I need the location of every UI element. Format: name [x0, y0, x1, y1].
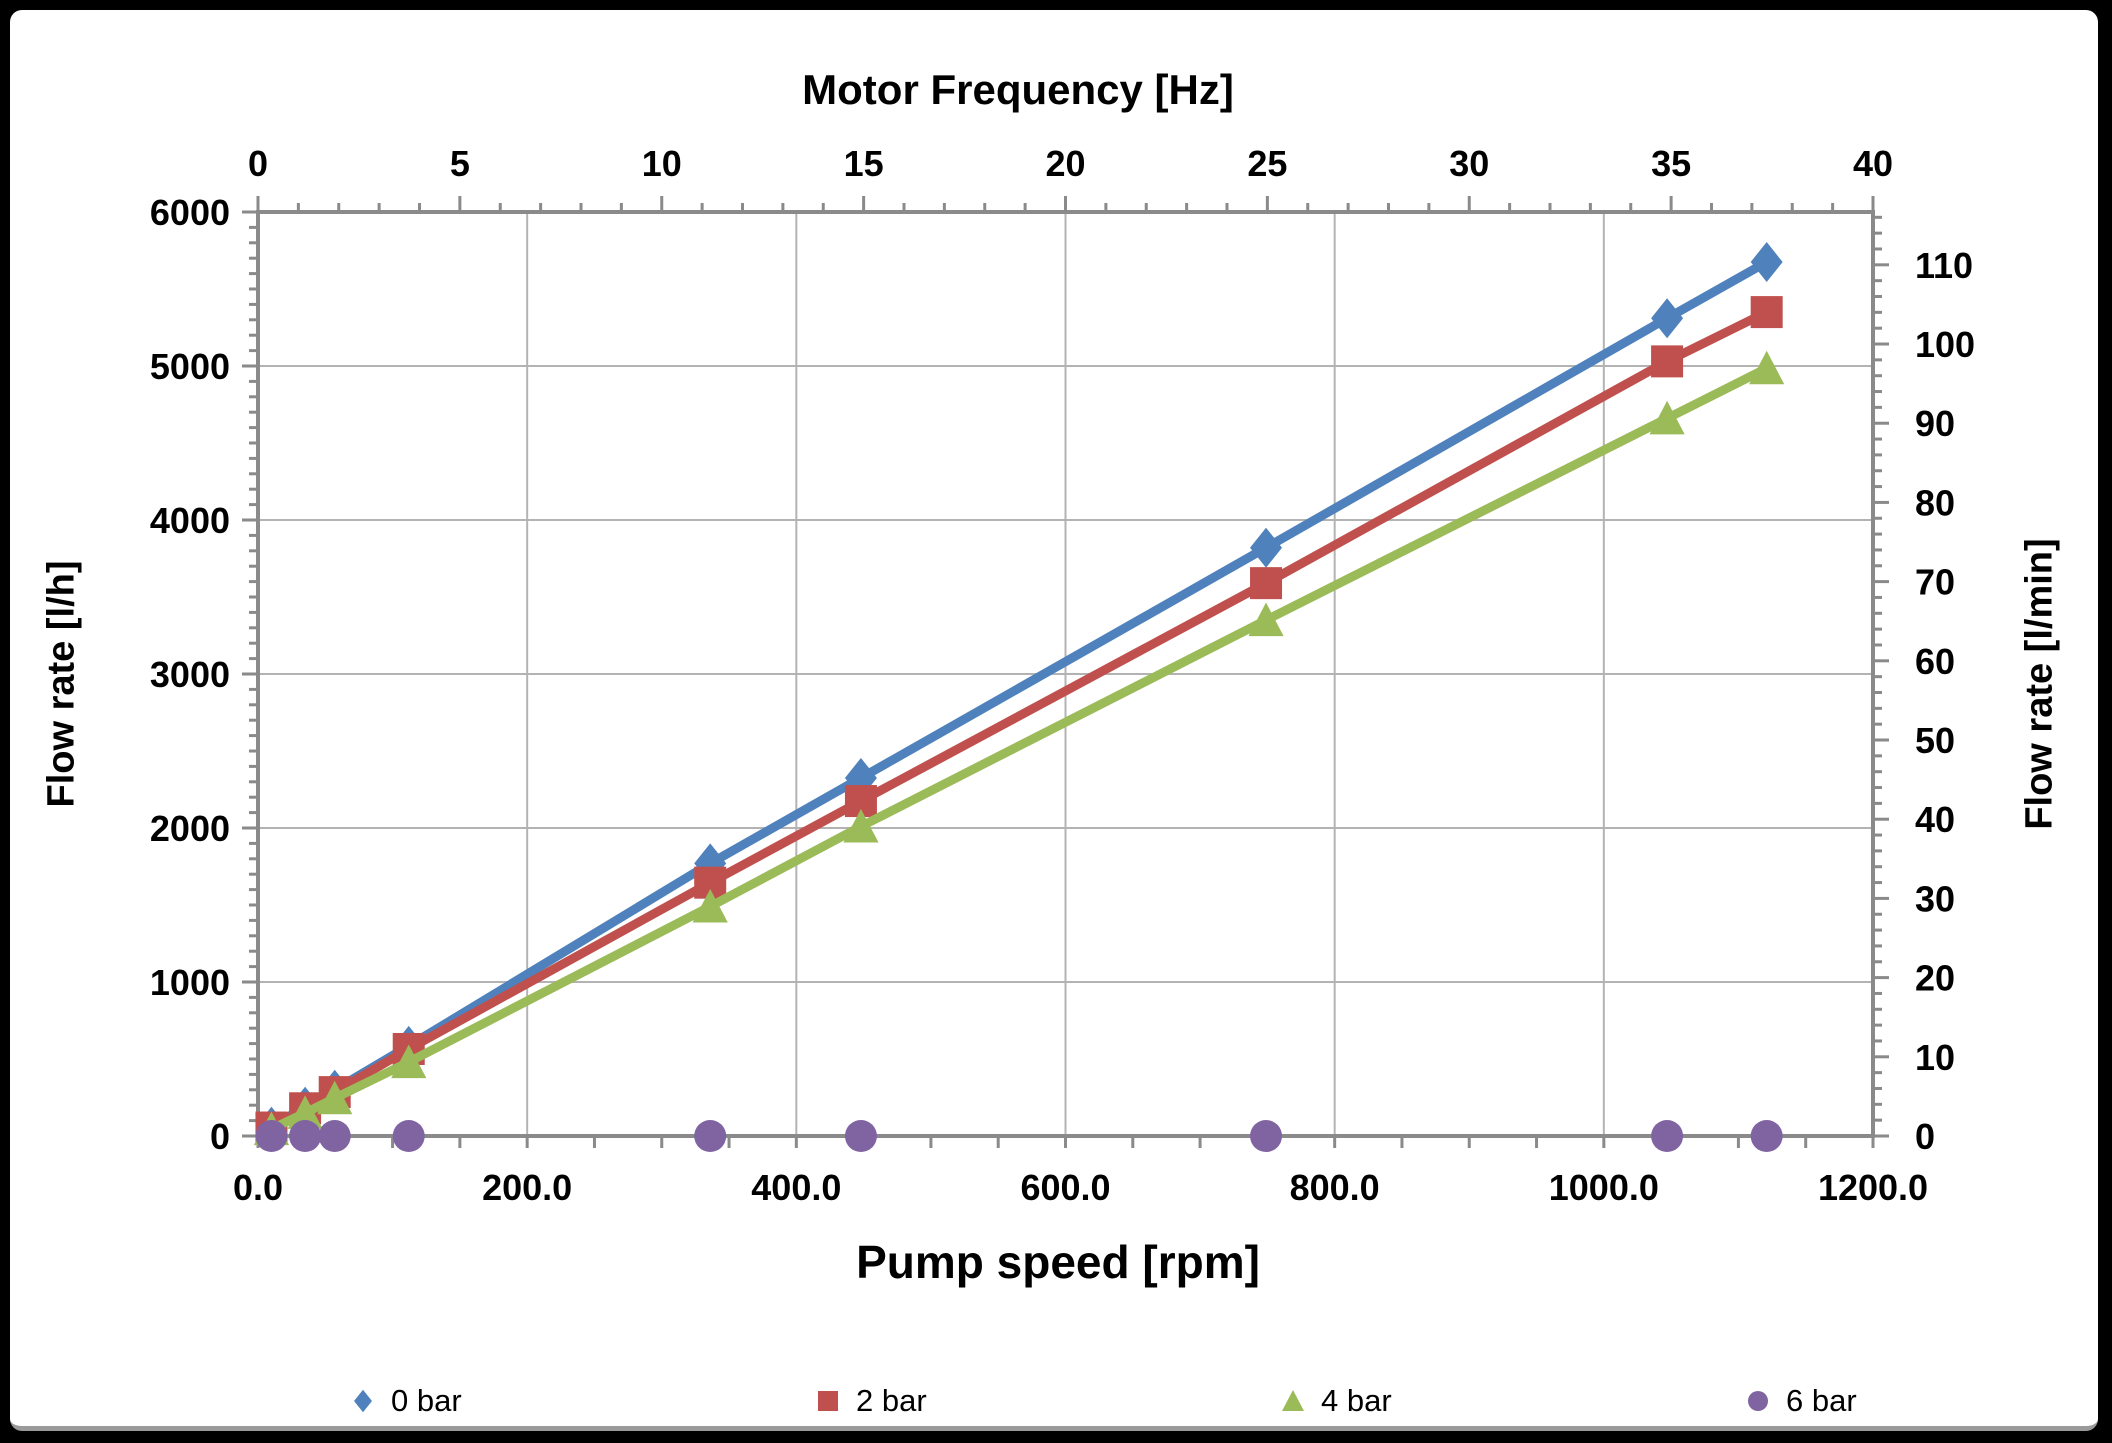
top-axis-tick-label: 30	[1449, 143, 1489, 184]
left-axis-tick-label: 1000	[150, 962, 230, 1003]
circle-marker	[1750, 1120, 1783, 1152]
series-line	[266, 363, 1772, 1134]
series-4-bar	[253, 350, 1785, 1146]
triangle-marker	[391, 1044, 427, 1079]
square-marker	[818, 1391, 838, 1411]
right-axis-tick-label: 20	[1915, 958, 1955, 999]
circle-marker	[289, 1120, 322, 1152]
top-axis-tick-label: 10	[642, 143, 682, 184]
right-axis-tick-label: 10	[1915, 1037, 1955, 1078]
flow-rate-chart: 0 5 10 15 20 25 30 35 40010002000300040005000600…	[150, 143, 1975, 1208]
circle-icon	[1748, 1391, 1768, 1411]
top-axis-tick-label: 5	[450, 143, 470, 184]
left-axis-tick-label: 2000	[150, 808, 230, 849]
right-axis-tick-label: 40	[1915, 799, 1955, 840]
bottom-axis-tick-label: 800.0	[1290, 1167, 1380, 1208]
legend-item-0-bar: 0 bar	[345, 1378, 462, 1424]
triangle-marker	[692, 888, 728, 923]
right-axis-tick-label: 110	[1915, 245, 1973, 286]
square-marker	[1750, 296, 1783, 329]
plot-border	[256, 210, 1875, 1138]
triangle-marker	[1649, 400, 1685, 435]
left-axis-tick-label: 0	[210, 1116, 230, 1157]
legend-label: 4 bar	[1321, 1383, 1392, 1418]
square-marker	[1250, 567, 1283, 600]
circle-marker	[1651, 1120, 1684, 1152]
bottom-axis-tick-label: 200.0	[482, 1167, 572, 1208]
circle-marker	[255, 1120, 288, 1152]
chart-frame: 0 5 10 15 20 25 30 35 40 0 1000 2000 3000 4000 5000 600…	[10, 10, 2098, 1431]
series-2-bar	[255, 296, 1783, 1144]
top-axis-tick-label: 40	[1853, 143, 1893, 184]
triangle-icon	[1282, 1390, 1304, 1411]
top-axis-tick-label: 20	[1045, 143, 1085, 184]
right-axis-tick-label: 0	[1915, 1116, 1935, 1157]
diamond-marker	[1250, 527, 1283, 568]
bottom-axis-tick-label: 600.0	[1020, 1167, 1110, 1208]
top-axis-title: Motor Frequency [Hz]	[802, 66, 1234, 113]
diamond-marker	[1750, 242, 1783, 283]
series-6-bar	[255, 1120, 1783, 1152]
triangle-marker	[843, 808, 879, 843]
left-axis-tick-label: 3000	[150, 654, 230, 695]
circle-marker	[694, 1120, 727, 1152]
top-axis-tick-label: 25	[1247, 143, 1287, 184]
legend-label: 2 bar	[856, 1383, 927, 1418]
bottom-axis-title: Pump speed [rpm]	[856, 1236, 1260, 1288]
right-axis-tick-label: 100	[1915, 324, 1975, 365]
bottom-axis-tick-label: 1000.0	[1549, 1167, 1659, 1208]
triangle-marker	[1749, 350, 1785, 385]
bottom-axis-tick-label: 400.0	[751, 1167, 841, 1208]
triangle-marker	[1282, 1390, 1304, 1411]
top-axis-tick-label: 15	[844, 143, 884, 184]
circle-marker	[318, 1120, 351, 1152]
top-axis-tick-label: 35	[1651, 143, 1691, 184]
right-axis-tick-label: 90	[1915, 403, 1955, 444]
right-axis-tick-label: 70	[1915, 562, 1955, 603]
diamond-icon	[354, 1389, 372, 1413]
square-marker	[1651, 345, 1684, 378]
legend-item-6-bar: 6 bar	[1740, 1378, 1857, 1424]
left-axis-title: Flow rate [l/h]	[40, 560, 83, 808]
legend-item-4-bar: 4 bar	[1275, 1378, 1392, 1424]
legend-label: 6 bar	[1786, 1383, 1857, 1418]
circle-marker	[1250, 1120, 1283, 1152]
square-icon	[818, 1391, 838, 1411]
top-axis-tick-label: 0	[248, 143, 268, 184]
legend-item-2-bar: 2 bar	[810, 1378, 927, 1424]
left-axis-tick-label: 4000	[150, 500, 230, 541]
legend: 0 bar 2 bar 4 bar 6 bar	[10, 1378, 2098, 1424]
legend-label: 0 bar	[391, 1383, 462, 1418]
triangle-marker	[287, 1095, 323, 1129]
right-axis-title: Flow rate [l/min]	[2018, 538, 2061, 830]
bottom-axis-tick-label: 1200.0	[1818, 1167, 1928, 1208]
tick-labels: 0 5 10 15 20 25 30 35 40010002000300040005000600…	[150, 143, 1975, 1208]
left-axis-tick-label: 6000	[150, 192, 230, 233]
right-axis-tick-label: 60	[1915, 641, 1955, 682]
diamond-marker	[1651, 298, 1684, 339]
right-axis-tick-label: 80	[1915, 482, 1955, 523]
triangle-marker	[317, 1080, 353, 1115]
bottom-axis-tick-label: 0.0	[233, 1167, 283, 1208]
series-line	[266, 307, 1772, 1133]
circle-marker	[392, 1120, 425, 1152]
right-axis-tick-label: 30	[1915, 878, 1955, 919]
diamond-marker	[354, 1389, 372, 1413]
circle-marker	[1748, 1391, 1768, 1411]
left-axis-tick-label: 5000	[150, 346, 230, 387]
triangle-marker	[1248, 602, 1284, 637]
right-axis-tick-label: 50	[1915, 720, 1955, 761]
circle-marker	[844, 1120, 877, 1152]
